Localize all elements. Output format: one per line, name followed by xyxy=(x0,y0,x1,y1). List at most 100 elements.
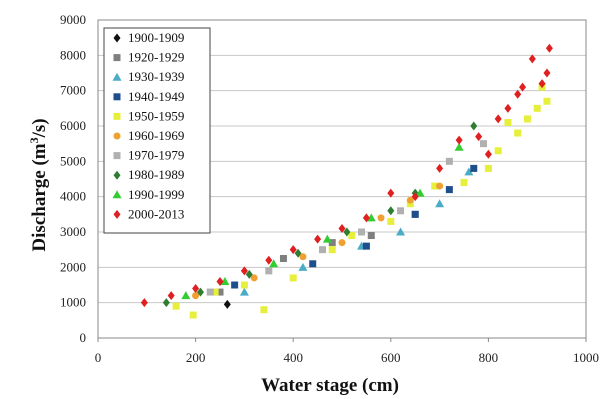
data-point xyxy=(250,274,258,282)
y-tick-label: 2000 xyxy=(60,259,86,274)
data-point xyxy=(445,157,453,165)
data-point xyxy=(519,82,527,92)
data-point xyxy=(216,276,224,286)
plot-area-border xyxy=(97,19,587,339)
data-point xyxy=(328,239,336,247)
y-tick-label: 3000 xyxy=(60,224,86,239)
tick-labels: 0 1000 2000 3000 4000 5000 6000 7000 8000 9000 0 20… xyxy=(60,12,599,365)
data-point xyxy=(543,97,551,105)
y-tick-label: 0 xyxy=(80,330,87,345)
data-point xyxy=(362,213,370,223)
data-point xyxy=(514,129,522,137)
legend-marker xyxy=(113,132,121,140)
x-tick-label: 0 xyxy=(95,350,102,365)
legend: 1900-1909 1920-1929 1930-1939 1940-1949 1950… xyxy=(103,27,211,234)
legend-entry-label: 1930-1939 xyxy=(128,69,184,84)
x-tick-label: 600 xyxy=(381,350,401,365)
data-point xyxy=(406,196,414,204)
legend-entry-label: 1980-1989 xyxy=(128,167,184,182)
data-point xyxy=(543,68,551,78)
data-point xyxy=(514,89,522,99)
legend-entry-label: 1990-1999 xyxy=(128,187,184,202)
legend-marker xyxy=(113,33,121,43)
y-tick-label: 7000 xyxy=(60,83,86,98)
data-point xyxy=(240,266,248,276)
data-point xyxy=(362,242,370,250)
y-tick-label: 9000 xyxy=(60,12,86,27)
legend-marker xyxy=(112,72,122,81)
data-point xyxy=(396,227,406,236)
data-point xyxy=(415,188,425,197)
y-tick-label: 5000 xyxy=(60,153,86,168)
data-point xyxy=(196,287,204,297)
data-point xyxy=(299,253,307,261)
data-point xyxy=(231,281,239,289)
data-point xyxy=(545,43,553,53)
data-point xyxy=(322,234,332,243)
data-point xyxy=(484,164,492,172)
legend-entry-label: 2000-2013 xyxy=(128,206,184,221)
data-point xyxy=(436,163,444,173)
data-point xyxy=(162,298,170,308)
data-point xyxy=(358,228,366,236)
legend-entry-label: 1900-1909 xyxy=(128,30,184,45)
data-point xyxy=(172,302,180,310)
data-point xyxy=(338,239,346,247)
data-point xyxy=(265,267,273,275)
y-axis-label-superscript: 3 xyxy=(27,137,41,143)
data-point xyxy=(167,291,175,301)
data-point xyxy=(411,210,419,218)
data-point xyxy=(397,207,405,215)
data-point xyxy=(411,192,419,202)
legend-marker xyxy=(113,112,121,120)
data-point xyxy=(387,217,395,225)
data-point xyxy=(475,132,483,142)
data-point xyxy=(377,214,385,222)
data-point xyxy=(387,206,395,216)
data-point xyxy=(460,179,468,187)
x-tick-label: 800 xyxy=(479,350,499,365)
data-point xyxy=(265,255,273,265)
legend-box xyxy=(103,27,211,234)
data-point xyxy=(538,79,546,89)
data-point xyxy=(269,259,279,268)
data-point xyxy=(240,281,248,289)
data-point xyxy=(454,142,464,151)
data-point xyxy=(406,200,414,208)
data-point xyxy=(216,288,224,296)
legend-entry-label: 1970-1979 xyxy=(128,148,184,163)
data-point xyxy=(445,186,453,194)
data-point xyxy=(523,115,531,123)
data-point xyxy=(464,167,474,176)
data-points xyxy=(140,43,553,319)
data-point xyxy=(470,121,478,131)
data-point xyxy=(455,135,463,145)
data-point xyxy=(189,311,197,319)
data-point xyxy=(289,245,297,255)
data-point xyxy=(504,118,512,126)
x-tick-label: 200 xyxy=(186,350,206,365)
data-point xyxy=(367,232,375,240)
x-tick-label: 1000 xyxy=(573,350,599,365)
data-point xyxy=(294,248,302,258)
legend-entry-label: 1950-1959 xyxy=(128,108,184,123)
y-tick-label: 6000 xyxy=(60,118,86,133)
data-point xyxy=(239,287,249,296)
y-tick-label: 4000 xyxy=(60,189,86,204)
data-point xyxy=(470,164,478,172)
legend-marker xyxy=(113,93,121,101)
data-point xyxy=(289,274,297,282)
data-point xyxy=(245,269,253,279)
x-tick-label: 400 xyxy=(283,350,303,365)
data-point xyxy=(192,284,200,294)
data-point xyxy=(309,260,317,268)
legend-marker xyxy=(113,152,121,160)
data-point xyxy=(314,234,322,244)
y-axis-label-tail: /s) xyxy=(29,118,50,138)
data-point xyxy=(435,199,445,208)
data-point xyxy=(328,246,336,254)
data-point xyxy=(366,213,376,222)
y-axis-label-main: Discharge (m xyxy=(29,143,50,251)
